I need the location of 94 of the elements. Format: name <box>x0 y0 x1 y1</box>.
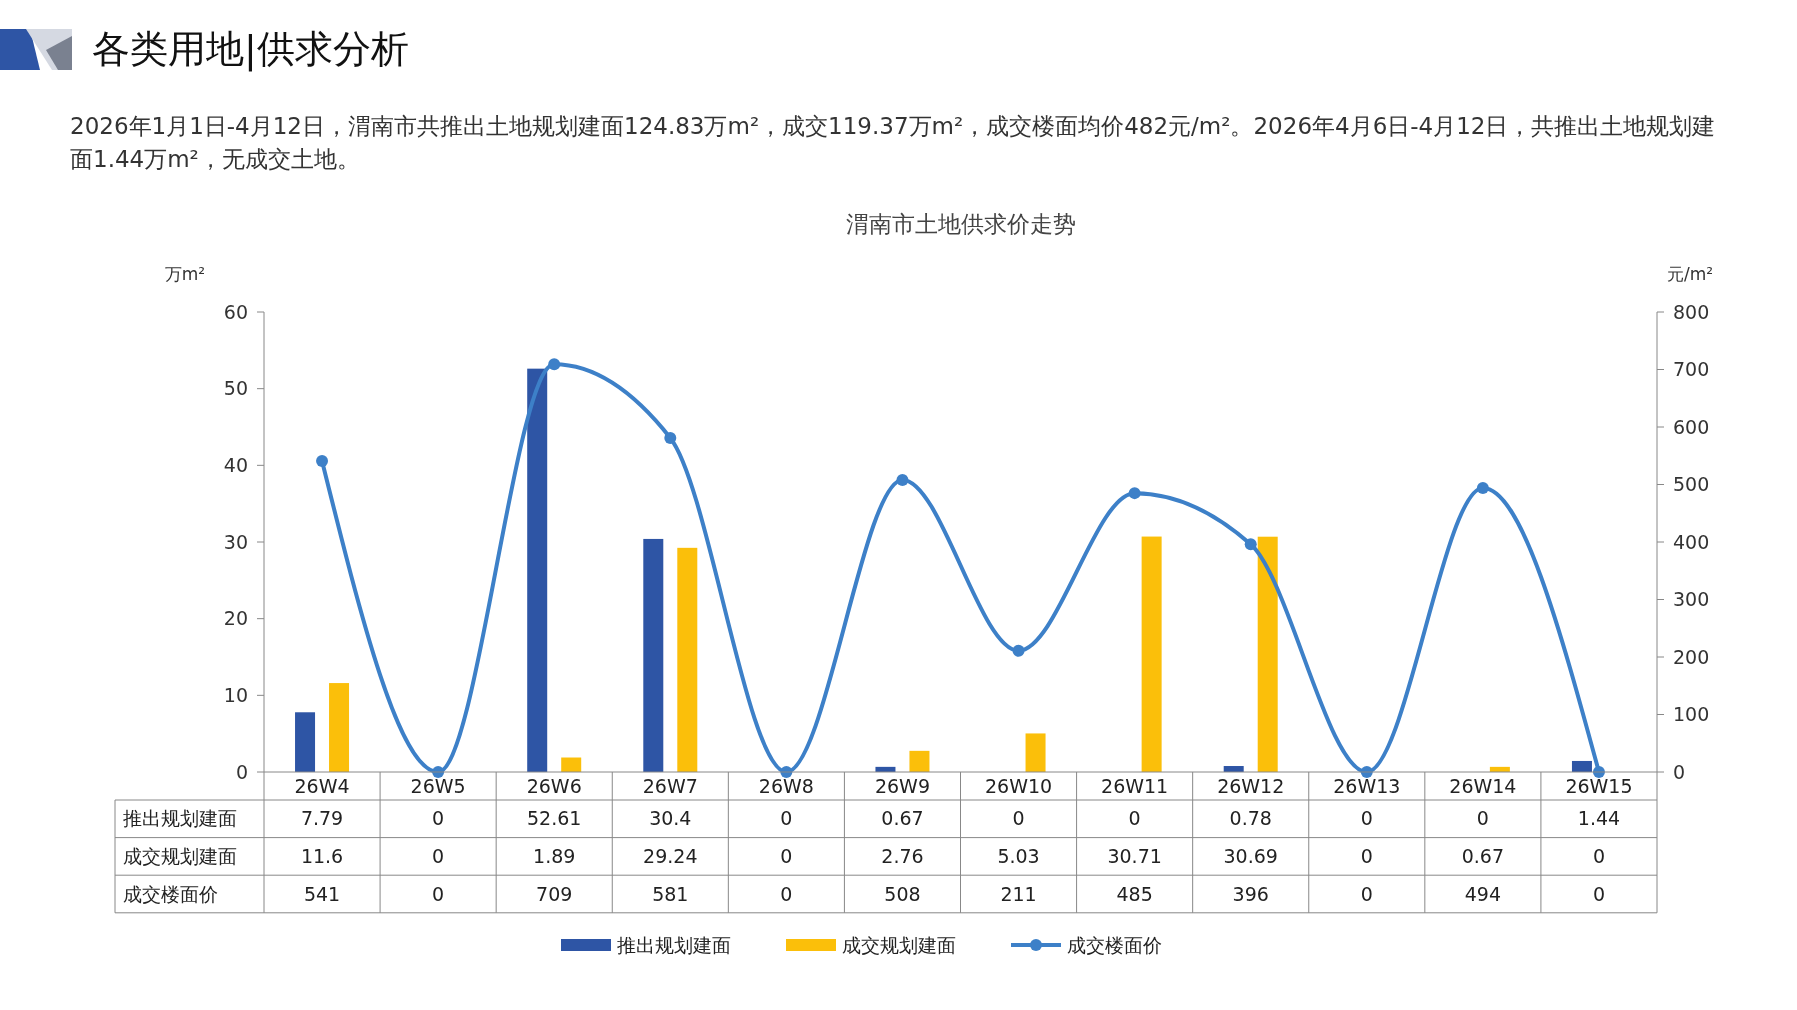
x-tick-label: 26W15 <box>1565 774 1633 797</box>
y-axis-title: 万m² <box>164 264 206 284</box>
data-label: 5.03 <box>997 845 1040 868</box>
y2-tick-label: 0 <box>1673 760 1686 783</box>
bar <box>677 547 698 772</box>
x-tick-label: 26W4 <box>294 774 350 797</box>
bar <box>329 683 350 772</box>
x-tick-label: 26W9 <box>874 774 930 797</box>
point <box>1012 644 1025 657</box>
data-label: 0 <box>1360 882 1373 905</box>
y2-tick-label: 200 <box>1673 645 1710 668</box>
y2-tick-label: 800 <box>1673 300 1710 323</box>
y2-tick-label: 400 <box>1673 530 1710 553</box>
bar <box>1571 760 1592 772</box>
legend-label: 推出规划建面 <box>617 933 731 956</box>
x-tick-label: 26W8 <box>758 774 814 797</box>
data-label: 0 <box>1128 807 1141 830</box>
data-label: 396 <box>1232 882 1269 905</box>
data-label: 211 <box>1000 882 1037 905</box>
point <box>316 454 329 467</box>
data-label: 0 <box>432 845 445 868</box>
bar <box>1141 536 1162 772</box>
data-label: 0.78 <box>1229 807 1272 830</box>
x-tick-label: 26W10 <box>984 774 1053 797</box>
point <box>1244 538 1257 551</box>
data-label: 1.89 <box>533 845 576 868</box>
data-label: 0 <box>1012 807 1025 830</box>
data-label: 11.6 <box>300 845 344 868</box>
text: 成交规划建面 <box>123 845 237 868</box>
data-label: 709 <box>536 882 573 905</box>
x-tick-label: 26W5 <box>410 774 466 797</box>
y-tick-label: 30 <box>223 530 248 553</box>
y-tick-label: 0 <box>235 760 248 783</box>
y2-tick-label: 300 <box>1673 588 1710 611</box>
data-label: 541 <box>303 882 341 905</box>
bar <box>561 757 582 772</box>
text: 各类用地|供求分析 <box>92 27 409 72</box>
text: 推出规划建面 <box>123 807 237 830</box>
y2-tick-label: 600 <box>1673 415 1710 438</box>
bar <box>1257 536 1278 772</box>
point <box>896 473 909 486</box>
data-label: 52.61 <box>527 807 582 830</box>
data-label: 0 <box>1360 807 1373 830</box>
legend-label: 成交规划建面 <box>842 933 956 956</box>
x-tick-label: 26W7 <box>642 774 698 797</box>
y2-tick-label: 500 <box>1673 473 1710 496</box>
data-label: 0.67 <box>1461 845 1505 868</box>
y-tick-label: 50 <box>223 377 248 400</box>
legend-label: 成交楼面价 <box>1067 933 1162 956</box>
y2-tick-label: 700 <box>1673 358 1710 381</box>
y-tick-label: 60 <box>223 300 248 323</box>
data-label: 508 <box>884 882 921 905</box>
data-label: 29.24 <box>643 845 698 868</box>
bar <box>909 750 930 772</box>
x-tick-label: 26W14 <box>1449 774 1517 797</box>
data-label: 0 <box>1592 882 1606 905</box>
data-label: 2.76 <box>881 845 924 868</box>
y2-tick-label: 100 <box>1673 703 1710 726</box>
data-label: 7.79 <box>300 807 344 830</box>
data-label: 0 <box>1360 845 1373 868</box>
point <box>1476 481 1489 494</box>
bar <box>295 712 316 772</box>
data-label: 0 <box>432 807 445 830</box>
data-label: 30.71 <box>1107 845 1162 868</box>
data-label: 581 <box>652 882 689 905</box>
data-label: 30.69 <box>1223 845 1278 868</box>
data-label: 0 <box>780 882 793 905</box>
y-tick-label: 10 <box>223 683 248 706</box>
x-tick-label: 26W11 <box>1101 774 1169 797</box>
data-label: 485 <box>1116 882 1153 905</box>
y-tick-label: 20 <box>223 607 248 630</box>
point <box>664 431 677 444</box>
y-tick-label: 40 <box>223 453 248 476</box>
x-tick-label: 26W13 <box>1333 774 1401 797</box>
bar <box>1025 733 1046 772</box>
text: 成交楼面价 <box>123 882 218 905</box>
point <box>548 358 561 371</box>
point <box>1128 487 1141 500</box>
bar <box>527 368 548 772</box>
data-label: 1.44 <box>1577 807 1621 830</box>
chart-title: 渭南市土地供求价走势 <box>845 211 1076 237</box>
data-label: 0.67 <box>881 807 924 830</box>
data-label: 30.4 <box>649 807 692 830</box>
y2-axis-title: 元/m² <box>1666 264 1714 284</box>
data-label: 0 <box>780 807 793 830</box>
text: 2026年1月1日-4月12日，渭南市共推出土地规划建面124.83万m²，成交119.37万m²，成交楼面均价482元/m²。2026年4月6日-4月12日，共推出土地规划建面1.44万m²，无成交土地。 <box>70 112 1717 174</box>
data-label: 0 <box>432 882 445 905</box>
data-label: 0 <box>1476 807 1489 830</box>
data-label: 494 <box>1464 882 1502 905</box>
data-label: 0 <box>780 845 793 868</box>
data-label: 0 <box>1592 845 1606 868</box>
x-tick-label: 26W6 <box>526 774 582 797</box>
x-tick-label: 26W12 <box>1217 774 1285 797</box>
bar <box>643 538 664 772</box>
